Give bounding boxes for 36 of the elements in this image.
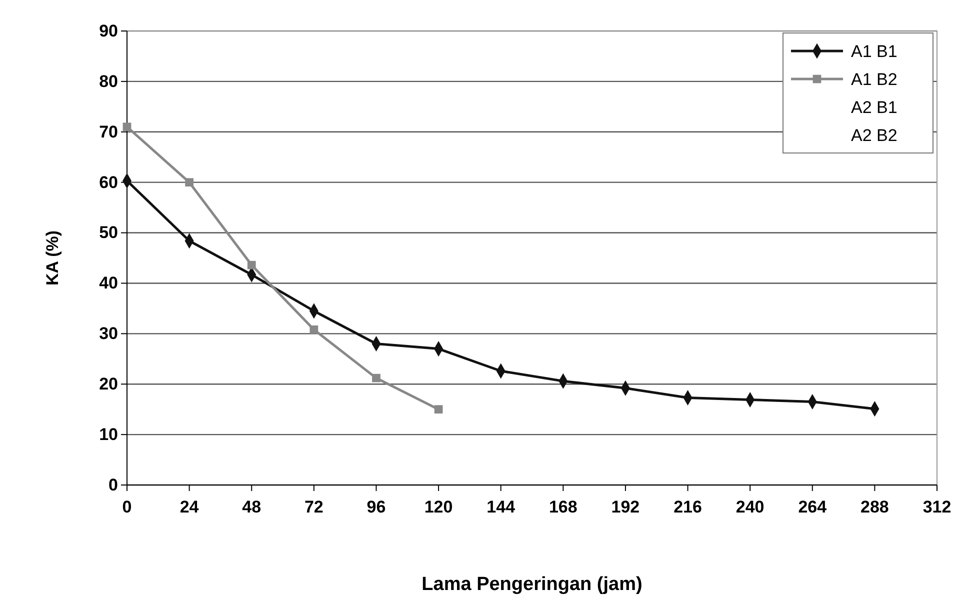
y-tick-label: 40 [99, 274, 118, 293]
y-axis-title: KA (%) [43, 230, 62, 286]
x-tick-label: 72 [304, 498, 324, 517]
x-tick-label: 24 [180, 498, 200, 517]
y-tick-label: 30 [99, 324, 118, 344]
legend-label: A1 B1 [851, 42, 898, 61]
x-tick-label: 168 [548, 498, 578, 517]
y-tick-label: 70 [99, 122, 118, 142]
y-tick-label: 90 [99, 21, 118, 40]
y-tick-label: 80 [99, 72, 118, 91]
text: A2 B2 [851, 126, 898, 145]
y-tick-label: 20 [99, 374, 118, 394]
x-tick-label: 264 [798, 498, 828, 517]
y-tick-label: 10 [99, 424, 118, 444]
x-tick-label: 288 [860, 498, 889, 517]
legend-label: A1 B2 [851, 70, 898, 89]
y-tick-label: 60 [99, 172, 118, 192]
x-tick-label: 240 [736, 498, 764, 517]
x-tick-label: 120 [424, 498, 453, 517]
x-tick-label: 144 [486, 498, 516, 517]
point [310, 325, 318, 334]
y-tick-label: 50 [99, 223, 118, 242]
x-tick-label: 216 [674, 498, 702, 517]
point [247, 260, 256, 270]
point [122, 122, 132, 132]
point [434, 405, 443, 414]
x-tick-label: 192 [611, 498, 640, 517]
y-tick-label: 0 [108, 475, 118, 494]
x-tick-label: 48 [242, 498, 262, 517]
x-axis-title: Lama Pengeringan (jam) [422, 574, 642, 595]
x-tick-label: 0 [122, 498, 132, 517]
point [185, 178, 194, 187]
text: A2 B1 [851, 98, 898, 117]
point [372, 374, 380, 382]
x-tick-label: 312 [922, 498, 952, 517]
x-tick-label: 96 [366, 498, 386, 517]
